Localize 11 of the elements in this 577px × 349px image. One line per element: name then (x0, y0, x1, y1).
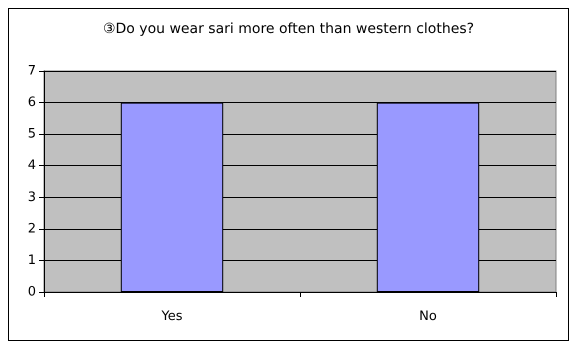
chart-title: ③Do you wear sari more often than western clothes? (102, 21, 474, 37)
x-tick-label: No (419, 309, 437, 324)
y-tick-label: 6 (28, 95, 36, 110)
y-tick-label: 0 (28, 284, 36, 300)
y-tick-label: 7 (28, 64, 36, 78)
y-tick-label: 2 (28, 221, 36, 236)
y-tick-label: 5 (28, 126, 36, 142)
y-tick-label: 3 (28, 190, 36, 205)
y-tick-label: 1 (28, 252, 36, 268)
y-tick-label: 4 (28, 158, 36, 174)
x-tick-label: Yes (160, 309, 183, 324)
